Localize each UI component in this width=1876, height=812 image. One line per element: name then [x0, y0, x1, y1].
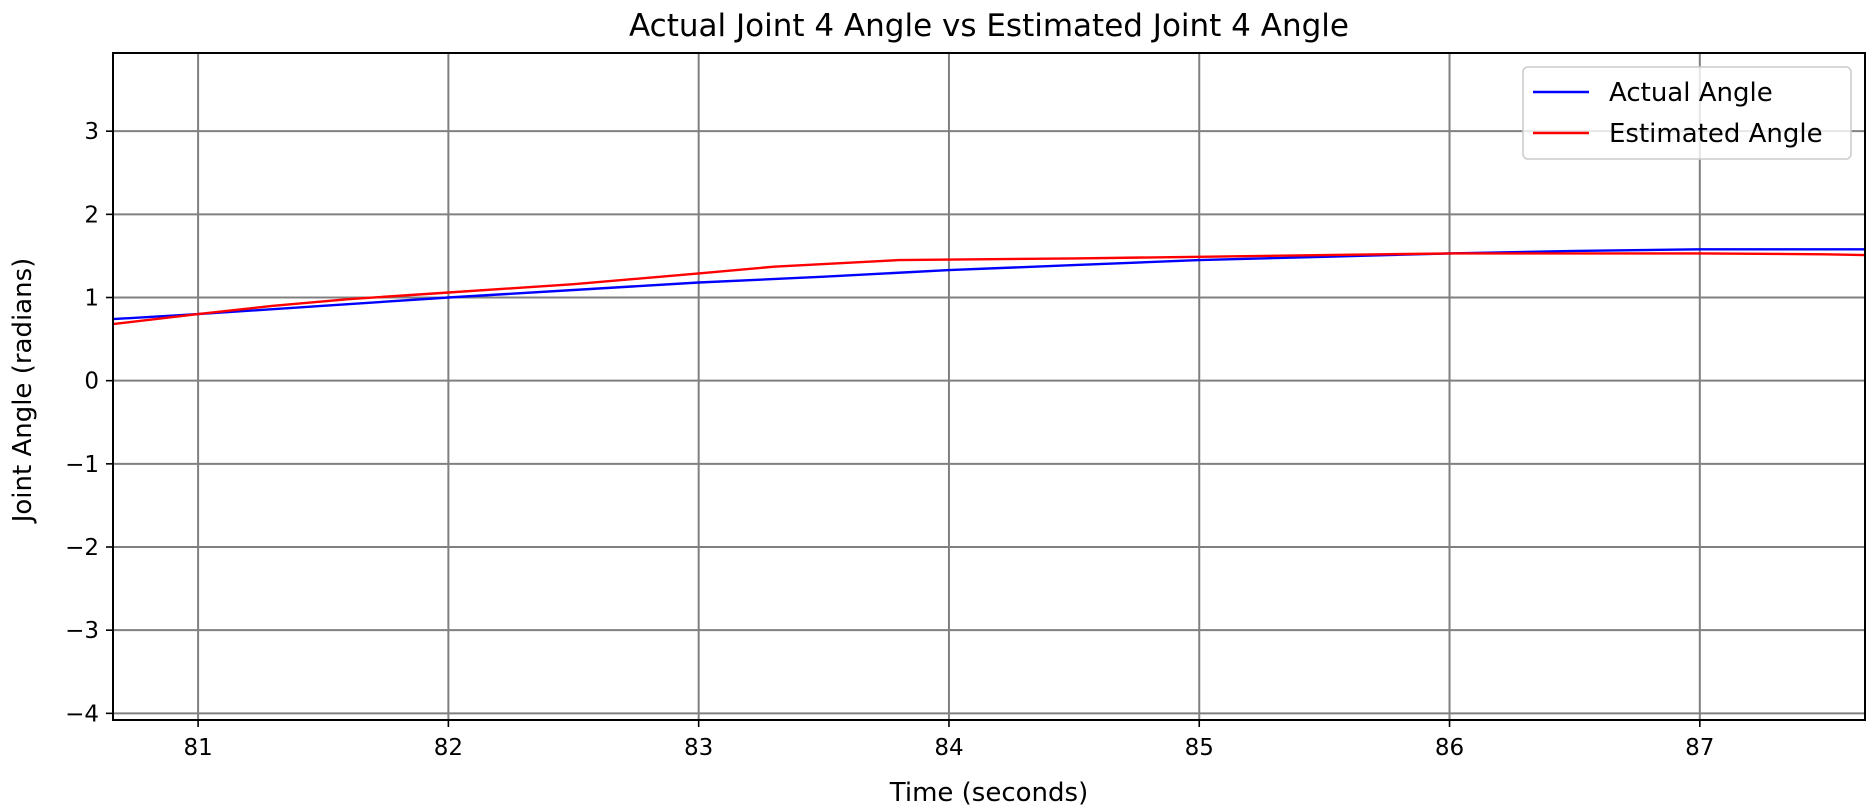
- x-tick-label: 81: [183, 735, 212, 761]
- legend-frame: [1522, 66, 1852, 160]
- y-tick-label: −4: [65, 701, 99, 727]
- x-tick-label: 83: [684, 735, 713, 761]
- y-tick-label: −3: [65, 618, 99, 644]
- grid-layer: [113, 53, 1865, 720]
- x-tick-label: 87: [1685, 735, 1714, 761]
- x-axis-label: Time (seconds): [889, 778, 1088, 808]
- legend-label-actual-angle: Actual Angle: [1609, 78, 1773, 108]
- x-tick-label: 86: [1435, 735, 1464, 761]
- legend: Actual Angle Estimated Angle: [1522, 66, 1852, 160]
- series-layer: [112, 248, 1866, 326]
- y-tick-label: 1: [84, 286, 99, 312]
- tick-layer: 81 82 83 84 85 86 87 −4 −3 −2 −1 0 1 2 3: [65, 119, 1714, 761]
- y-tick-label: 0: [84, 369, 99, 395]
- x-tick-label: 84: [934, 735, 963, 761]
- y-tick-label: 3: [84, 119, 99, 145]
- legend-label-estimated-angle: Estimated Angle: [1609, 119, 1823, 149]
- y-tick-label: 2: [84, 202, 99, 228]
- y-tick-label: −2: [65, 535, 99, 561]
- x-tick-label: 82: [434, 735, 463, 761]
- plot-frame: [112, 52, 1866, 721]
- y-tick-label: −1: [65, 452, 99, 478]
- chart-title: Actual Joint 4 Angle vs Estimated Joint …: [629, 8, 1349, 44]
- y-axis-label: Joint Angle (radians): [8, 258, 38, 525]
- series-line-estimated-angle: [112, 252, 1866, 326]
- x-tick-label: 85: [1185, 735, 1214, 761]
- series-line-actual-angle: [112, 248, 1865, 321]
